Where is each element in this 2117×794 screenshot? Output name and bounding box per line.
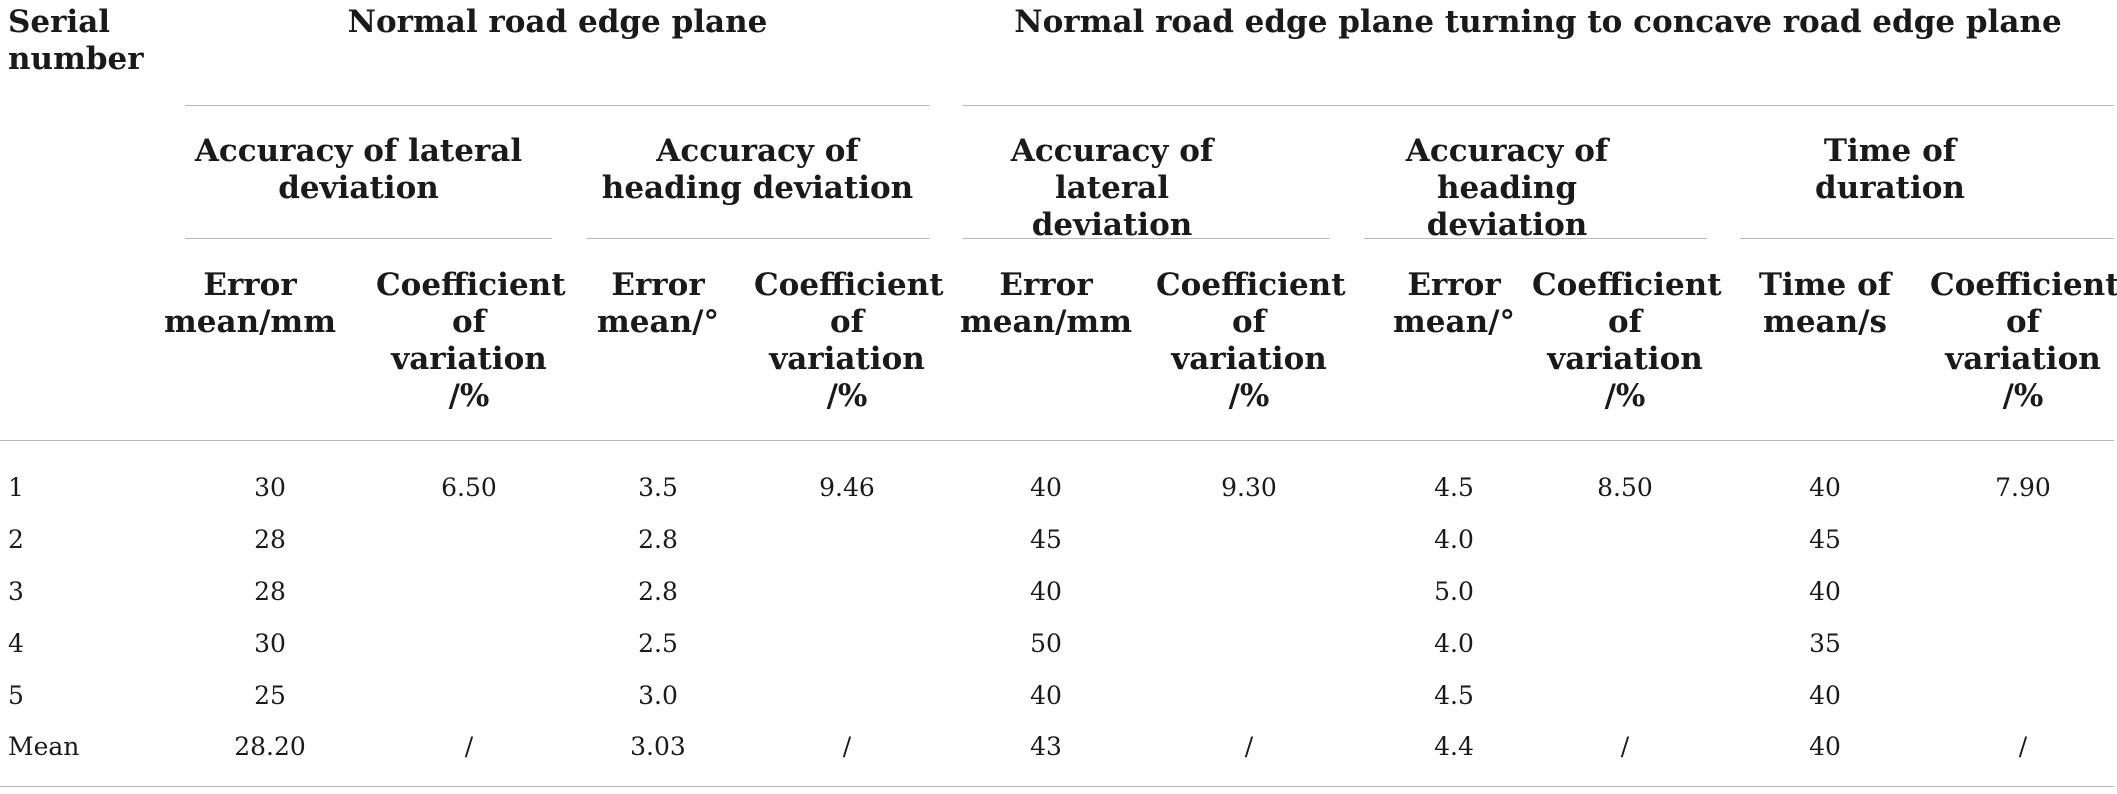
column-header: Coefficient of variation /% xyxy=(1156,267,1346,414)
table-cell: / xyxy=(464,732,474,761)
table-cell: 4.5 xyxy=(1434,681,1474,710)
table-cell: 4.5 xyxy=(1434,473,1474,502)
table-cell: 3.5 xyxy=(638,473,678,502)
column-header: Error mean/° xyxy=(1393,267,1515,340)
table-cell: / xyxy=(842,732,852,761)
subgroup-rule-5 xyxy=(1740,238,2114,239)
table-cell: 30 xyxy=(254,629,286,658)
subgroup-header-heading-normal: Accuracy of heading deviation xyxy=(601,133,914,206)
row-label: 5 xyxy=(8,681,24,710)
subgroup-header-lateral-normal: Accuracy of lateral deviation xyxy=(194,133,523,206)
serial-number-header: Serial number xyxy=(8,4,144,77)
group-rule-turning xyxy=(962,105,2114,106)
table-cell: 30 xyxy=(254,473,286,502)
column-header: Coefficient of variation /% xyxy=(1930,267,2117,414)
table-cell: 28 xyxy=(254,577,286,606)
table-cell: 8.50 xyxy=(1597,473,1653,502)
table-cell: 40 xyxy=(1809,577,1841,606)
table-cell: 3.0 xyxy=(638,681,678,710)
table-cell: 40 xyxy=(1809,473,1841,502)
table-cell: 35 xyxy=(1809,629,1841,658)
subgroup-rule-2 xyxy=(586,238,930,239)
table-cell: 5.0 xyxy=(1434,577,1474,606)
table-cell: 40 xyxy=(1030,681,1062,710)
header-bottom-rule xyxy=(0,440,2114,441)
table-cell: 40 xyxy=(1809,681,1841,710)
subgroup-rule-1 xyxy=(185,238,552,239)
table-cell: 4.4 xyxy=(1434,732,1474,761)
column-header: Coefficient of variation /% xyxy=(1532,267,1722,414)
row-label: 4 xyxy=(8,629,24,658)
table-cell: 25 xyxy=(254,681,286,710)
group-rule-normal xyxy=(185,105,930,106)
table-cell: 40 xyxy=(1809,732,1841,761)
table-cell: / xyxy=(2018,732,2028,761)
table-cell: 45 xyxy=(1809,525,1841,554)
table-bottom-rule xyxy=(0,786,2114,787)
table-cell: / xyxy=(1244,732,1254,761)
group-header-normal-plane: Normal road edge plane xyxy=(347,4,768,40)
subgroup-rule-3 xyxy=(962,238,1330,239)
table-cell: 2.5 xyxy=(638,629,678,658)
table-cell: / xyxy=(1620,732,1630,761)
table-cell: 4.0 xyxy=(1434,629,1474,658)
row-label: 2 xyxy=(8,525,24,554)
table-cell: 3.03 xyxy=(630,732,686,761)
table-cell: 2.8 xyxy=(638,525,678,554)
row-label: 1 xyxy=(8,473,24,502)
subgroup-header-heading-turning: Accuracy of heading deviation xyxy=(1405,133,1609,243)
table-cell: 50 xyxy=(1030,629,1062,658)
table-cell: 9.30 xyxy=(1221,473,1277,502)
table-cell: 43 xyxy=(1030,732,1062,761)
subgroup-header-time-duration: Time of duration xyxy=(1815,133,1965,206)
group-header-turning-plane: Normal road edge plane turning to concav… xyxy=(1014,4,2062,40)
table-cell: 28 xyxy=(254,525,286,554)
table-cell: 4.0 xyxy=(1434,525,1474,554)
row-label: Mean xyxy=(8,732,80,761)
subgroup-header-lateral-turning: Accuracy of lateral deviation xyxy=(1010,133,1214,243)
row-label: 3 xyxy=(8,577,24,606)
subgroup-rule-4 xyxy=(1364,238,1707,239)
column-header: Error mean/° xyxy=(597,267,719,340)
table-cell: 40 xyxy=(1030,473,1062,502)
table-cell: 2.8 xyxy=(638,577,678,606)
column-header: Time of mean/s xyxy=(1758,267,1892,340)
table-cell: 7.90 xyxy=(1995,473,2051,502)
column-header: Error mean/mm xyxy=(959,267,1133,340)
column-header: Error mean/mm xyxy=(163,267,337,340)
table-cell: 45 xyxy=(1030,525,1062,554)
table-cell: 6.50 xyxy=(441,473,497,502)
column-header: Coefficient of variation /% xyxy=(754,267,944,414)
table-cell: 9.46 xyxy=(819,473,875,502)
table-cell: 28.20 xyxy=(234,732,306,761)
column-header: Coefficient of variation /% xyxy=(376,267,566,414)
table-cell: 40 xyxy=(1030,577,1062,606)
